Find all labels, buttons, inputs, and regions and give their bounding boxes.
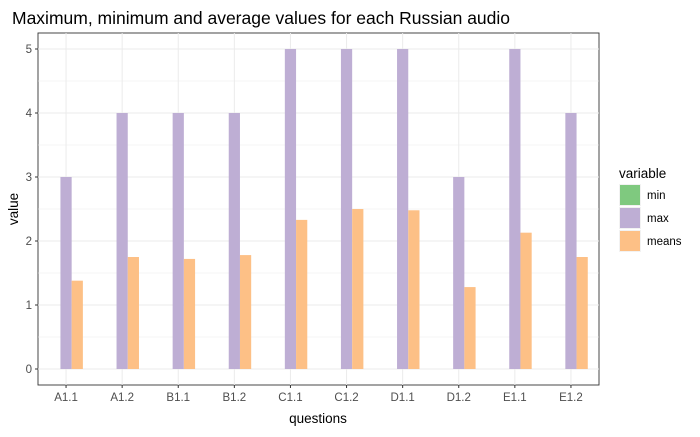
x-tick-label: E1.1 bbox=[503, 392, 527, 404]
bar-max-E1.2 bbox=[565, 113, 577, 369]
y-axis: 0 1 2 3 4 5 bbox=[26, 44, 38, 376]
bar-max-C1.2 bbox=[340, 49, 353, 369]
x-axis-label: questions bbox=[289, 411, 347, 426]
bar-means-A1.2 bbox=[127, 257, 139, 369]
bar-max-B1.1 bbox=[172, 113, 184, 369]
x-tick-label: B1.2 bbox=[223, 392, 247, 404]
legend-label-max: max bbox=[647, 213, 669, 225]
x-tick-label: D1.1 bbox=[391, 392, 415, 404]
bar-max-C1.1 bbox=[284, 49, 297, 369]
x-tick-label: C1.1 bbox=[278, 392, 302, 404]
bar-max-B1.2 bbox=[228, 113, 240, 369]
bar-means-E1.1 bbox=[520, 232, 532, 369]
legend-items: min max means bbox=[619, 184, 682, 252]
bar-max-D1.1 bbox=[397, 49, 409, 369]
bar-max-A1.1 bbox=[60, 177, 72, 369]
y-tick-label: 3 bbox=[26, 172, 32, 184]
y-tick-label: 4 bbox=[26, 108, 33, 120]
x-tick-label: B1.1 bbox=[166, 392, 190, 404]
bar-means-B1.2 bbox=[239, 255, 252, 369]
x-tick-label: E1.2 bbox=[559, 392, 583, 404]
y-tick-label: 1 bbox=[26, 300, 32, 312]
y-tick-label: 2 bbox=[26, 236, 32, 248]
bar-means-A1.1 bbox=[71, 280, 83, 369]
bar-means-E1.2 bbox=[576, 257, 588, 369]
legend-label-means: means bbox=[647, 236, 682, 248]
y-axis-label: value bbox=[6, 193, 21, 225]
x-tick-label: C1.2 bbox=[334, 392, 358, 404]
y-tick-label: 5 bbox=[26, 44, 32, 56]
legend-label-min: min bbox=[647, 190, 666, 202]
bar-max-E1.1 bbox=[509, 49, 521, 369]
chart-title: Maximum, minimum and average values for … bbox=[12, 8, 510, 28]
legend-swatch-max bbox=[620, 208, 640, 228]
bars bbox=[60, 49, 588, 369]
bar-means-D1.1 bbox=[408, 210, 420, 369]
legend-swatch-means bbox=[620, 231, 640, 251]
bar-means-D1.2 bbox=[464, 287, 476, 369]
x-tick-label: D1.2 bbox=[447, 392, 471, 404]
x-tick-label: A1.1 bbox=[54, 392, 78, 404]
bar-max-A1.2 bbox=[116, 113, 128, 369]
x-axis: A1.1 A1.2 B1.1 B1.2 C1.1 C1.2 D1.1 D1.2 E1.1 E1.2 bbox=[54, 385, 583, 404]
bar-means-B1.1 bbox=[183, 258, 196, 369]
y-tick-label: 0 bbox=[26, 364, 32, 376]
bar-means-C1.2 bbox=[352, 209, 364, 369]
legend: variable min max means bbox=[619, 166, 682, 252]
bar-max-D1.2 bbox=[453, 177, 465, 369]
legend-title: variable bbox=[619, 166, 666, 181]
legend-swatch-min bbox=[620, 185, 640, 205]
x-tick-label: A1.2 bbox=[110, 392, 134, 404]
bar-means-C1.1 bbox=[296, 219, 308, 369]
